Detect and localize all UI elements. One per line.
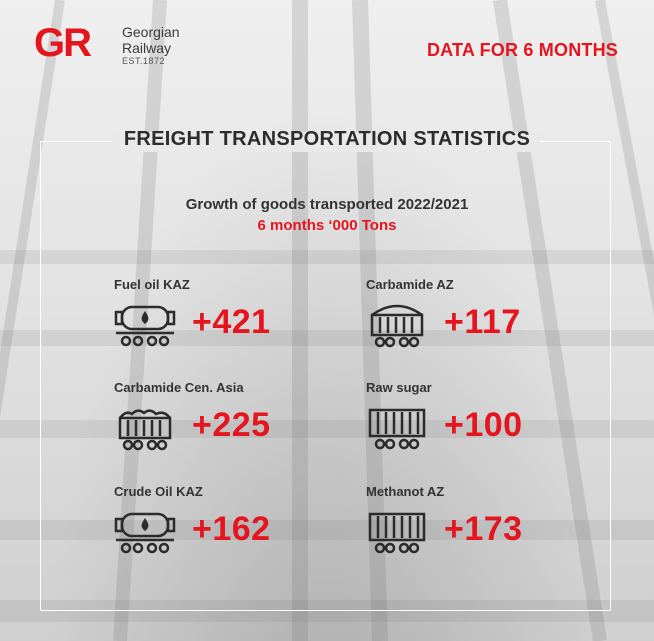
subtitle-units: 6 months ‘000 Tons [257,217,397,234]
brand-name: Georgian Railway [122,24,202,56]
stat-label: Methanot AZ [366,484,445,499]
stat-value: +421 [192,303,271,341]
stat-label: Carbamide AZ [366,277,454,292]
stat-value: +162 [192,510,271,548]
stat-value: +117 [444,303,521,341]
page-title: FREIGHT TRANSPORTATION STATISTICS [123,128,531,150]
hopper-car-icon [118,409,172,451]
tank-car-icon [114,512,176,554]
hopper-car-icon [370,304,424,348]
boxcar-icon [368,408,426,450]
logo-letters: GR [34,22,92,62]
stat-label: Crude Oil KAZ [114,484,203,499]
subtitle: Growth of goods transported 2022/2021 [185,196,469,213]
boxcar-icon [368,512,426,554]
stat-value: +173 [444,510,523,548]
brand-name-line1: Georgian [122,24,180,40]
stat-value: +100 [444,406,523,444]
stat-label: Fuel oil KAZ [114,277,190,292]
stat-label: Carbamide Cen. Asia [114,380,244,395]
tank-car-icon [114,305,176,347]
stat-value: +225 [192,406,271,444]
gr-logo-icon: GR [34,22,94,62]
brand-name-line2: Railway [122,40,172,56]
brand-est: EST.1872 [122,56,166,66]
period-tag: DATA FOR 6 MONTHS [426,40,618,60]
stat-label: Raw sugar [366,380,432,395]
title-backdrop [112,132,540,152]
